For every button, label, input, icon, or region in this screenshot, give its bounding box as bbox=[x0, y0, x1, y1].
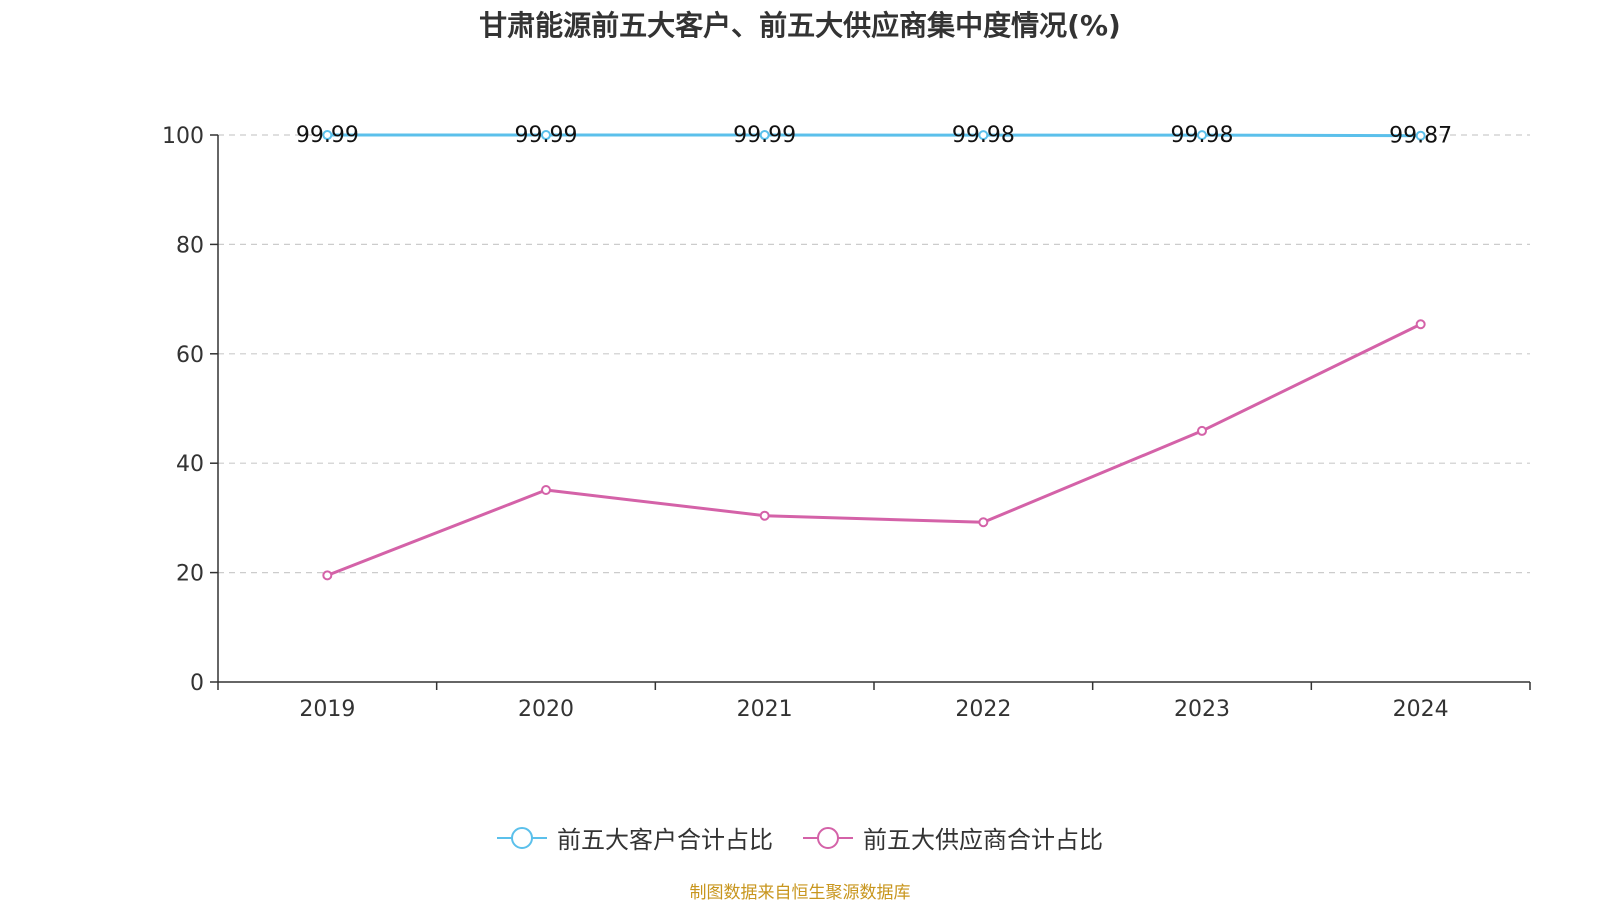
data-point-suppliers bbox=[322, 570, 333, 581]
data-label-customers: 99.99 bbox=[515, 123, 578, 148]
legend-suppliers-label: 前五大供应商合计占比 bbox=[863, 826, 1103, 854]
line-chart: 0 20 40 60 80 100 2019 2020 2021 2022 2023 2024 99.9… bbox=[162, 123, 1531, 722]
legend-customers-label: 前五大客户合计占比 bbox=[557, 826, 773, 854]
legend-customers-marker-icon bbox=[497, 826, 547, 849]
data-point-suppliers bbox=[1415, 319, 1426, 330]
x-tick-label: 2023 bbox=[1174, 697, 1230, 722]
y-tick-label: 0 bbox=[190, 671, 204, 696]
data-point-customers bbox=[1197, 130, 1207, 141]
data-point-customers bbox=[1415, 130, 1426, 141]
x-tick-label: 2019 bbox=[299, 697, 355, 722]
data-label-customers: 99.99 bbox=[296, 123, 359, 148]
data-point-customers bbox=[541, 130, 551, 141]
legend: 前五大客户合计占比 前五大供应商合计占比 bbox=[0, 820, 1600, 855]
data-point-suppliers bbox=[759, 510, 770, 521]
data-point-customers bbox=[322, 130, 333, 141]
legend-item-suppliers[interactable]: 前五大供应商合计占比 bbox=[803, 820, 1103, 855]
chart-title: 甘肃能源前五大客户、前五大供应商集中度情况(%) bbox=[479, 9, 1121, 42]
y-tick-label: 80 bbox=[176, 233, 204, 258]
data-label-customers: 99.87 bbox=[1389, 124, 1452, 149]
y-tick-label: 20 bbox=[176, 562, 204, 587]
x-tick-label: 2021 bbox=[737, 697, 793, 722]
data-label-customers: 99.98 bbox=[952, 123, 1015, 148]
x-tick-label: 2024 bbox=[1393, 697, 1449, 722]
y-tick-label: 40 bbox=[176, 452, 204, 477]
data-source: 制图数据来自恒生聚源数据库 bbox=[689, 883, 911, 903]
data-point-suppliers bbox=[978, 517, 989, 528]
data-point-suppliers bbox=[541, 485, 551, 496]
series-line-customers bbox=[327, 133, 1421, 138]
legend-item-customers[interactable]: 前五大客户合计占比 bbox=[497, 820, 773, 855]
data-label-customers: 99.99 bbox=[733, 123, 796, 148]
y-tick-label: 60 bbox=[176, 343, 204, 368]
y-tick-label: 100 bbox=[162, 124, 204, 149]
x-tick-label: 2020 bbox=[518, 697, 574, 722]
data-point-suppliers bbox=[1197, 425, 1207, 436]
legend-suppliers-marker-icon bbox=[803, 826, 853, 849]
data-point-customers bbox=[759, 130, 770, 141]
data-label-customers: 99.98 bbox=[1171, 123, 1234, 148]
data-point-customers bbox=[978, 130, 989, 141]
x-tick-label: 2022 bbox=[955, 697, 1011, 722]
series-line-suppliers bbox=[326, 322, 1422, 577]
